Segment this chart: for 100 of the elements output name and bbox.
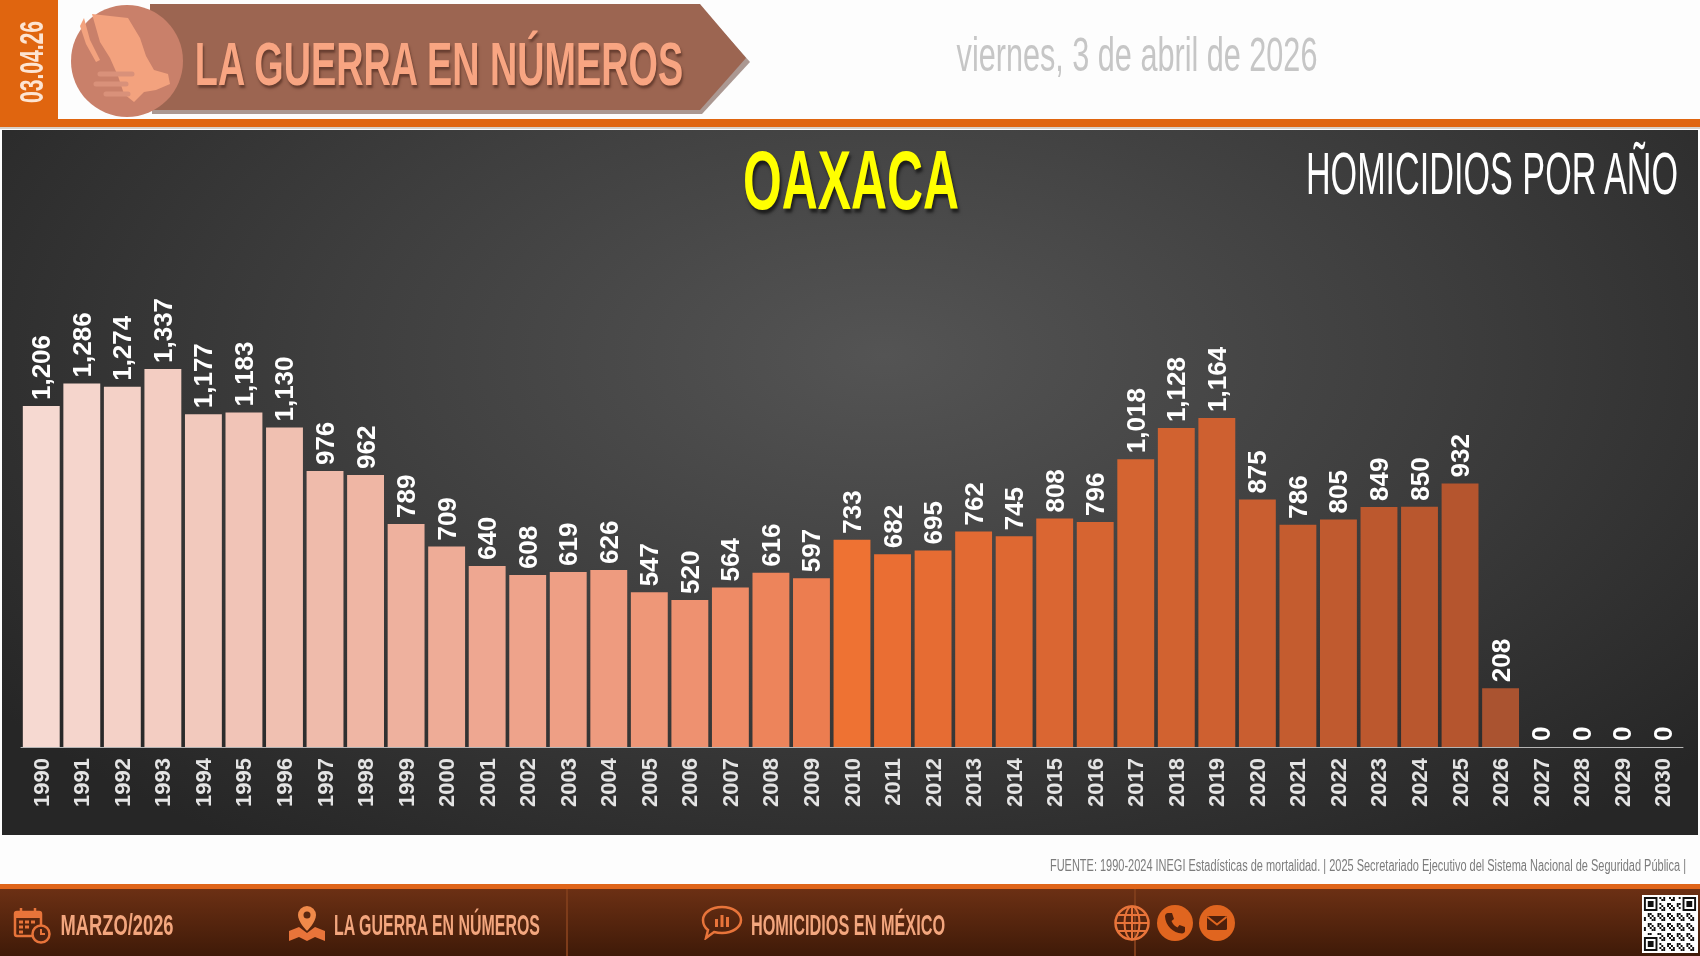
- chart-title: OAXACA: [743, 133, 959, 227]
- x-tick-label: 2018: [1163, 758, 1189, 807]
- bar: [184, 414, 222, 747]
- data-label: 709: [431, 497, 462, 541]
- bar: [793, 578, 830, 747]
- x-tick-label: 2028: [1569, 758, 1595, 807]
- data-label: 808: [1039, 469, 1070, 513]
- x-tick-label: 2016: [1082, 758, 1108, 807]
- bar: [1157, 428, 1195, 747]
- data-label: 0: [1607, 726, 1638, 741]
- bar: [874, 554, 911, 747]
- bar: [1117, 459, 1155, 747]
- bar: [1076, 521, 1114, 747]
- text: HOMICIDIOS EN MÉXICO: [750, 908, 946, 941]
- text: MARZO/2026: [59, 908, 174, 941]
- text: LA GUERRA EN NÚMEROS: [334, 908, 540, 941]
- x-tick-label: 1997: [312, 758, 338, 807]
- x-tick-label: 2003: [555, 758, 581, 807]
- x-tick-label: 2006: [677, 758, 703, 807]
- x-tick-label: 1994: [190, 757, 216, 807]
- data-label: 597: [796, 528, 827, 573]
- x-tick-label: 2025: [1447, 758, 1473, 807]
- x-tick-label: 1993: [150, 758, 176, 807]
- x-tick-label: 2000: [434, 758, 460, 807]
- data-label: 1,164: [1201, 346, 1232, 412]
- x-tick-label: 1999: [393, 758, 419, 807]
- bar: [1360, 506, 1398, 747]
- x-tick-label: 2014: [1001, 757, 1027, 807]
- x-tick-label: 2019: [1204, 758, 1230, 807]
- bar: [22, 406, 60, 747]
- data-label: 1,274: [107, 315, 138, 381]
- data-label: 1,128: [1161, 357, 1192, 423]
- data-label: 616: [755, 523, 786, 567]
- data-label: 682: [877, 504, 908, 549]
- x-tick-label: 2030: [1650, 758, 1676, 807]
- bar: [1482, 688, 1520, 747]
- data-label: 1,018: [1120, 388, 1151, 454]
- data-label: 547: [634, 542, 665, 587]
- bar: [590, 570, 628, 747]
- x-tick-label: 2029: [1609, 758, 1635, 807]
- data-label: 564: [715, 537, 746, 582]
- data-label: 619: [553, 522, 584, 566]
- data-label: 1,183: [228, 341, 259, 407]
- bar: [711, 587, 749, 747]
- x-tick-label: 2004: [596, 757, 622, 807]
- data-label: 762: [958, 482, 989, 526]
- x-tick-label: 1996: [271, 758, 297, 807]
- data-label: 1,177: [188, 343, 219, 409]
- bar: [914, 550, 952, 747]
- x-tick-label: 2026: [1488, 758, 1514, 807]
- x-tick-label: 2002: [515, 758, 541, 807]
- data-label: 805: [1323, 470, 1354, 514]
- bar: [509, 575, 547, 747]
- source-note: FUENTE: 1990-2024 INEGI Estadísticas de mortalidad. | 2025 Secretariado Ejecutivo del Sistema Nacional de Seguridad Pública |: [1049, 857, 1687, 874]
- x-tick-label: 2005: [636, 758, 662, 807]
- x-tick-label: 2027: [1528, 758, 1554, 807]
- bar: [387, 523, 425, 747]
- x-tick-label: 2024: [1407, 757, 1433, 807]
- data-label: 608: [512, 525, 543, 570]
- bar: [995, 536, 1033, 747]
- bar: [1198, 417, 1236, 747]
- data-label: 640: [472, 516, 503, 561]
- data-label: 932: [1445, 434, 1476, 478]
- x-tick-label: 2022: [1325, 758, 1351, 807]
- bar: [306, 471, 344, 747]
- data-label: 1,286: [66, 312, 97, 378]
- bar: [347, 475, 385, 747]
- data-label: 1,206: [26, 334, 57, 401]
- x-tick-label: 2008: [758, 758, 784, 807]
- bar: [1401, 506, 1438, 747]
- bar: [955, 531, 993, 747]
- x-tick-label: 2017: [1123, 758, 1149, 807]
- x-tick-label: 2012: [920, 758, 946, 807]
- data-label: 745: [999, 486, 1030, 531]
- data-label: 789: [391, 474, 422, 518]
- data-label: 850: [1404, 457, 1435, 501]
- bar: [833, 539, 871, 747]
- x-tick-label: 1998: [353, 758, 379, 807]
- data-label: 0: [1526, 726, 1557, 741]
- bar: [1319, 519, 1357, 747]
- data-label: 626: [593, 520, 624, 565]
- text: 03.04.26: [12, 20, 50, 104]
- bar: [103, 386, 141, 747]
- chart-subtitle: HOMICIDIOS POR AÑO: [1305, 140, 1679, 207]
- x-tick-label: 1991: [69, 758, 95, 807]
- x-tick-label: 1990: [28, 758, 54, 807]
- bar: [549, 571, 587, 747]
- bar: [752, 572, 790, 747]
- x-tick-label: 2013: [961, 758, 987, 807]
- x-tick-label: 1995: [231, 758, 257, 807]
- x-tick-label: 2020: [1244, 758, 1270, 807]
- x-tick-label: 2021: [1285, 758, 1311, 807]
- data-label: 208: [1485, 638, 1516, 683]
- x-tick-label: 1992: [109, 758, 135, 807]
- data-label: 0: [1566, 726, 1597, 741]
- bar: [266, 427, 303, 747]
- x-tick-label: 2011: [880, 758, 906, 806]
- x-tick-label: 2009: [798, 758, 824, 807]
- bar: [630, 592, 668, 747]
- data-label: 976: [310, 421, 341, 466]
